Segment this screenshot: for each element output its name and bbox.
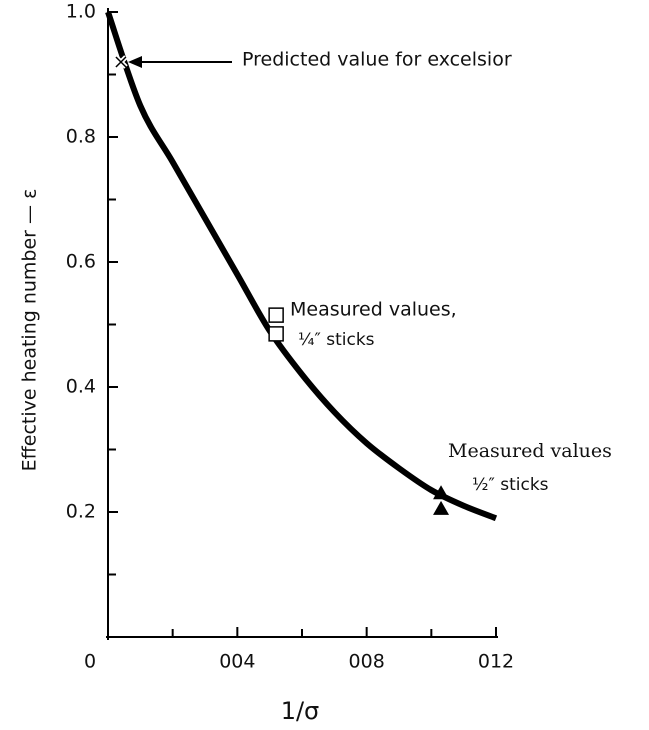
y-tick-label: 0.4 bbox=[66, 376, 96, 398]
curve bbox=[105, 11, 498, 522]
arrow-head bbox=[128, 56, 142, 68]
triangle-marker bbox=[433, 500, 450, 515]
x-tick-label: 004 bbox=[219, 651, 255, 673]
annotation: Measured values bbox=[448, 440, 612, 462]
annotation: ½″ sticks bbox=[472, 475, 549, 495]
annotation: Measured values, bbox=[290, 299, 457, 321]
y-tick-label: 0.2 bbox=[66, 501, 96, 523]
square-marker bbox=[268, 307, 284, 323]
y-axis-label: Effective heating number — ε bbox=[19, 189, 41, 472]
x-tick-label: 008 bbox=[349, 651, 385, 673]
y-tick-label: 1.0 bbox=[66, 1, 96, 23]
y-tick-label: 0.6 bbox=[66, 251, 96, 273]
triangle-marker bbox=[433, 485, 450, 500]
annotation: ¼″ sticks bbox=[298, 330, 375, 350]
x-tick-label: 012 bbox=[478, 651, 514, 673]
x-marker bbox=[115, 56, 127, 68]
annotation: Predicted value for excelsior bbox=[242, 49, 512, 71]
x-tick-label: 0 bbox=[84, 651, 96, 673]
y-tick-label: 0.8 bbox=[66, 126, 96, 148]
x-axis-label: 1/σ bbox=[281, 697, 320, 725]
square-marker bbox=[268, 326, 284, 342]
